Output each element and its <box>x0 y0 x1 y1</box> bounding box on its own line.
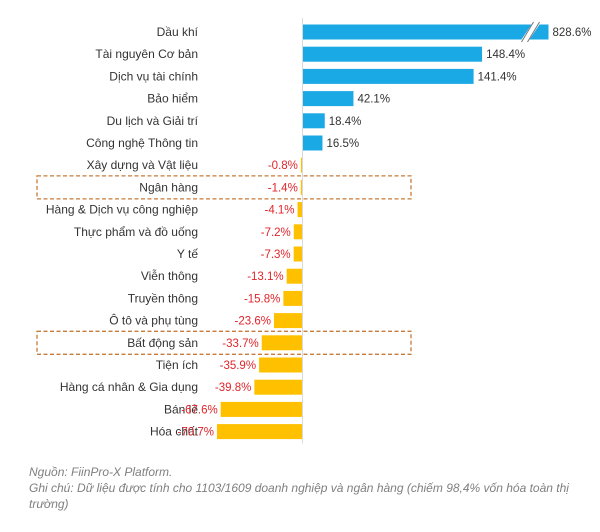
chart-notes: Nguồn: FiinPro-X Platform. Ghi chú: Dữ l… <box>29 464 589 512</box>
value-label-17: -67.6% <box>181 404 217 416</box>
axis-break-line-1 <box>521 21 534 43</box>
value-label-12: -15.8% <box>244 293 280 305</box>
category-label-13: Ô tô và phụ tùng <box>109 313 198 328</box>
category-label-15: Tiện ích <box>156 358 198 372</box>
bar-5 <box>302 135 323 151</box>
category-label-1: Tài nguyên Cơ bản <box>95 47 198 61</box>
source-note: Nguồn: FiinPro-X Platform. <box>29 465 173 479</box>
category-label-17: Bán lẻ <box>164 402 198 416</box>
category-label-12: Truyền thông <box>128 291 198 305</box>
category-label-6: Xây dựng và Vật liệu <box>87 158 198 172</box>
value-label-1: 148.4% <box>486 49 525 61</box>
value-label-14: -33.7% <box>222 338 258 350</box>
category-label-7: Ngân hàng <box>139 180 198 194</box>
category-label-9: Thực phẩm và đồ uống <box>74 225 198 239</box>
value-label-2: 141.4% <box>478 71 517 83</box>
bar-3 <box>302 91 354 107</box>
bar-14 <box>261 335 303 351</box>
bar-0 <box>302 24 549 40</box>
bar-18 <box>216 424 303 440</box>
data-note: Ghi chú: Dữ liệu được tính cho 1103/1609… <box>29 481 569 511</box>
category-label-14: Bất động sản <box>127 336 198 350</box>
category-label-11: Viễn thông <box>141 268 198 283</box>
category-label-5: Công nghệ Thông tin <box>86 136 198 150</box>
value-label-10: -7.3% <box>261 249 291 261</box>
highlight-box-7 <box>36 175 412 200</box>
value-label-18: -70.7% <box>178 427 214 439</box>
bar-9 <box>293 224 303 240</box>
bar-16 <box>254 379 303 395</box>
highlight-box-14 <box>36 330 412 355</box>
bar-13 <box>273 313 303 329</box>
bar-8 <box>297 202 303 218</box>
value-label-4: 18.4% <box>329 116 362 128</box>
bar-2 <box>302 68 474 84</box>
axis-break-gap <box>520 23 541 41</box>
axis-break-line-2 <box>527 21 540 43</box>
value-label-3: 42.1% <box>357 94 390 106</box>
value-label-6: -0.8% <box>268 160 298 172</box>
category-label-4: Du lịch và Giải trí <box>107 114 199 128</box>
bar-11 <box>286 268 303 284</box>
bar-1 <box>302 46 483 62</box>
category-label-2: Dịch vụ tài chính <box>109 69 198 83</box>
category-label-18: Hóa chất <box>150 425 199 439</box>
value-label-8: -4.1% <box>264 205 294 217</box>
bar-7 <box>300 179 303 195</box>
value-label-13: -23.6% <box>235 316 271 328</box>
bar-12 <box>283 290 303 306</box>
category-label-8: Hàng & Dịch vụ công nghiệp <box>46 203 198 217</box>
value-label-9: -7.2% <box>261 227 291 239</box>
bar-17 <box>220 401 303 417</box>
category-label-3: Bảo hiểm <box>147 92 198 106</box>
value-label-16: -39.8% <box>215 382 251 394</box>
bar-10 <box>293 246 303 262</box>
bar-4 <box>302 113 325 129</box>
bar-15 <box>259 357 303 373</box>
category-label-16: Hàng cá nhân & Gia dụng <box>60 380 198 394</box>
value-label-7: -1.4% <box>268 182 298 194</box>
value-label-15: -35.9% <box>220 360 256 372</box>
value-label-5: 16.5% <box>326 138 359 150</box>
bar-chart: Dầu khí 828.6% Tài nguyên Cơ bản 148.4% Dịch… <box>36 18 592 444</box>
category-label-0: Dầu khí <box>157 25 199 39</box>
bar-6 <box>300 157 303 173</box>
value-label-0: 828.6% <box>553 27 592 39</box>
value-label-11: -13.1% <box>247 271 283 283</box>
category-label-10: Y tế <box>177 247 198 261</box>
